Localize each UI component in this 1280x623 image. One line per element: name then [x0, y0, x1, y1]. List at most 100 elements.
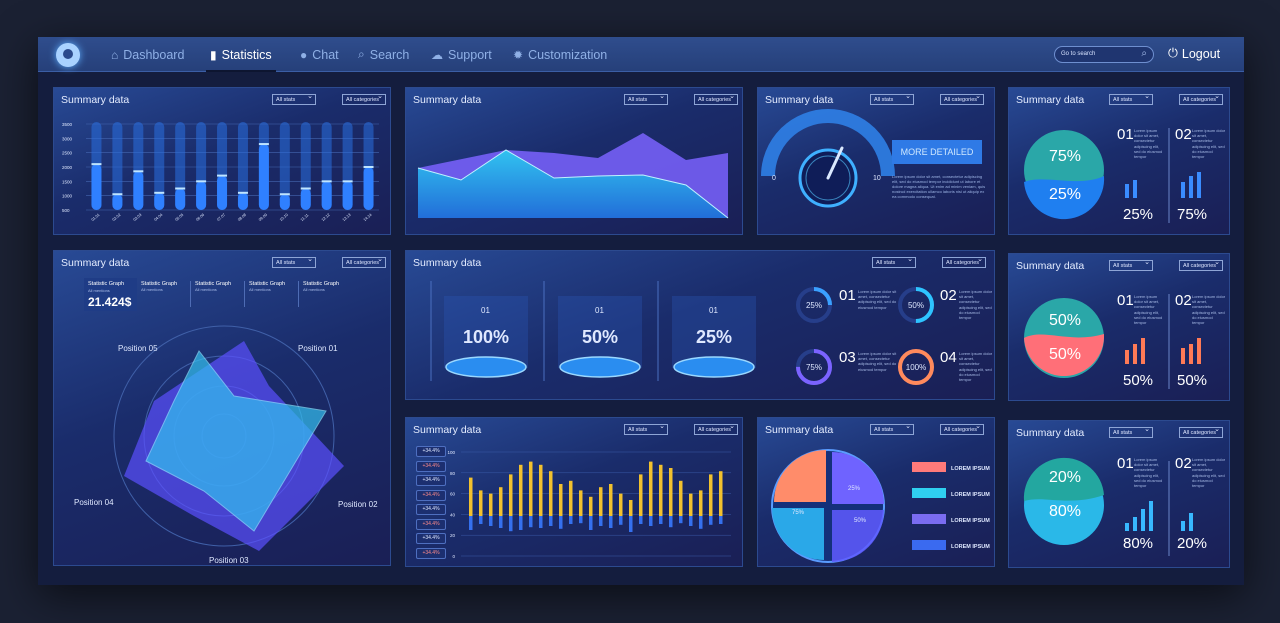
ring-number: 03 — [839, 349, 856, 366]
bar-negative — [579, 516, 583, 524]
item-number: 02 — [1175, 455, 1192, 472]
more-detailed-button[interactable]: MORE DETAILED — [892, 140, 982, 164]
platform-value: 50% — [582, 327, 618, 347]
item-number: 02 — [1175, 292, 1192, 309]
filter-categories-select[interactable]: All categories — [342, 257, 386, 268]
filter-categories-select[interactable]: All categories — [342, 94, 386, 105]
ring-description: Lorem ipsum dolor sit amet, consectetur … — [858, 289, 897, 310]
panel-title: Summary data — [413, 257, 482, 269]
logout-button[interactable]: ⏻ Logout — [1168, 46, 1220, 61]
filter-categories-select[interactable]: All categories — [940, 94, 984, 105]
bar — [154, 192, 165, 210]
ring-progress — [898, 287, 934, 323]
filter-categories-select[interactable]: All categories — [1179, 260, 1223, 271]
nav-customization[interactable]: ✹ Customization — [513, 37, 607, 72]
panel-title: Summary data — [765, 94, 834, 106]
nav-chat[interactable]: ● Chat — [300, 37, 339, 72]
filter-categories-select[interactable]: All categories — [942, 257, 986, 268]
bar-positive — [619, 493, 623, 516]
stat-value: 21.424$ — [88, 295, 132, 309]
bar-negative — [509, 516, 513, 532]
item-number: 02 — [1175, 126, 1192, 143]
ring-number: 04 — [940, 349, 957, 366]
x-tick-label: 13.13 — [342, 213, 352, 222]
bar-positive — [589, 496, 593, 516]
filter-stats-select[interactable]: All stats — [870, 424, 914, 435]
bar-positive — [659, 464, 663, 516]
panel-title: Summary data — [61, 257, 130, 269]
filter-stats-select[interactable]: All stats — [1109, 427, 1153, 438]
bar-positive — [579, 490, 583, 516]
bar-negative — [679, 516, 683, 524]
bar-negative — [569, 516, 573, 524]
bar-chart: 3500 3000 2500 2000 1500 1000 500 01.01 02.02 03.… — [62, 122, 379, 222]
nav-label: Support — [448, 47, 492, 62]
bar — [217, 175, 228, 210]
filter-categories-select[interactable]: All categories — [694, 94, 738, 105]
ring-percent: 50% — [908, 301, 924, 310]
bar-negative — [539, 516, 543, 528]
bar-positive — [489, 493, 493, 516]
user-avatar-logo[interactable] — [56, 43, 80, 67]
summary-panel-progress: Summary data All stats All categories 01… — [405, 250, 995, 400]
filter-stats-select[interactable]: All stats — [870, 94, 914, 105]
filter-categories-select[interactable]: All categories — [1179, 427, 1223, 438]
filter-stats-select[interactable]: All stats — [272, 94, 316, 105]
filter-stats-select[interactable]: All stats — [1109, 94, 1153, 105]
bar-positive — [509, 474, 513, 516]
bar-negative — [649, 516, 653, 526]
bar-percent: 50% — [1177, 372, 1208, 389]
y-tick-label: 3500 — [62, 122, 73, 127]
ring-progress — [796, 287, 832, 323]
percent-badge: +34.4% — [416, 475, 446, 486]
filter-stats-select[interactable]: All stats — [272, 257, 316, 268]
bar-positive — [689, 493, 693, 516]
panel-title: Summary data — [413, 94, 482, 106]
filter-categories-select[interactable]: All categories — [940, 424, 984, 435]
bar-negative — [549, 516, 553, 526]
filter-stats-select[interactable]: All stats — [1109, 260, 1153, 271]
filter-categories-select[interactable]: All categories — [694, 424, 738, 435]
bar-positive — [529, 461, 533, 516]
item-description: Lorem ipsum dolor sit amet, consectetur … — [1134, 294, 1163, 326]
filter-stats-select[interactable]: All stats — [624, 94, 668, 105]
percent-badge: +34.4% — [416, 518, 446, 530]
bar-value-marker — [196, 180, 207, 183]
bar-value-marker — [279, 193, 290, 196]
summary-panel-diverging: Summary data All stats All categories +3… — [405, 417, 743, 567]
y-tick-label: 20 — [450, 533, 456, 538]
bar-positive — [639, 474, 643, 516]
nav-support[interactable]: ☁ Support — [431, 37, 492, 72]
donut-bottom-percent: 25% — [1048, 186, 1082, 203]
filter-categories-select[interactable]: All categories — [1179, 94, 1223, 105]
support-icon: ☁ — [431, 47, 443, 62]
donut-top-percent: 50% — [1048, 312, 1082, 329]
gauge-description: Lorem ipsum dolor sit amet, consectetur … — [892, 174, 986, 199]
bar-value-marker — [175, 187, 186, 190]
bar-percent: 50% — [1123, 372, 1154, 389]
bar-positive — [519, 464, 523, 516]
gauge-min-label: 0 — [772, 175, 776, 182]
stat-subtitle: All mentions — [141, 287, 163, 292]
progress-platforms: 01 01 01 100% 50% 25% — [430, 281, 756, 381]
nav-label: Dashboard — [123, 47, 185, 62]
nav-search[interactable]: ⌕ Search — [358, 37, 409, 72]
filter-stats-select[interactable]: All stats — [624, 424, 668, 435]
top-navigation-bar: ⌂ Dashboard ▮ Statistics ● Chat ⌕ Search ☁ Su… — [38, 37, 1244, 72]
bar — [300, 188, 311, 210]
y-tick-label: 3000 — [62, 136, 73, 141]
nav-statistics[interactable]: ▮ Statistics — [206, 37, 276, 72]
search-input[interactable]: Go to search ⌕ — [1054, 46, 1154, 63]
summary-panel-area: Summary data All stats All categories — [405, 87, 743, 235]
gauge-chart: 0 10 — [761, 109, 895, 208]
stat-subtitle: All mentions — [303, 287, 325, 292]
nav-dashboard[interactable]: ⌂ Dashboard — [111, 37, 184, 72]
bar-value-marker — [237, 191, 248, 194]
bar-negative — [689, 516, 693, 526]
x-tick-label: 10.10 — [279, 213, 289, 222]
bar-track — [154, 122, 165, 210]
legend-label: LOREM IPSUM — [951, 544, 990, 550]
donut-top-percent: 75% — [1048, 148, 1082, 165]
bar-negative — [529, 516, 533, 528]
filter-stats-select[interactable]: All stats — [872, 257, 916, 268]
